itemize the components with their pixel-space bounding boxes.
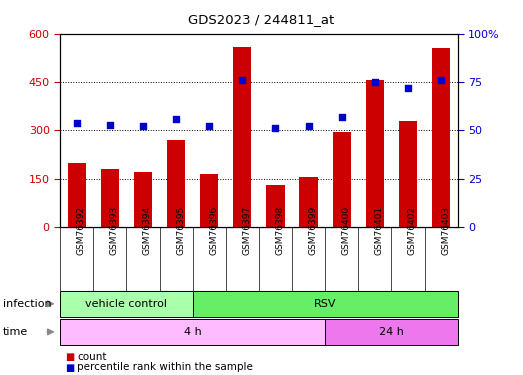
- Text: ■: ■: [65, 363, 75, 372]
- Bar: [101, 169, 119, 227]
- Text: time: time: [3, 327, 28, 337]
- Bar: [67, 162, 86, 227]
- Text: vehicle control: vehicle control: [85, 299, 167, 309]
- Point: [172, 116, 180, 122]
- Text: 24 h: 24 h: [379, 327, 404, 337]
- Text: GSM76397: GSM76397: [242, 206, 252, 255]
- Text: GSM76401: GSM76401: [375, 206, 384, 255]
- Point: [73, 120, 81, 126]
- Text: GSM76392: GSM76392: [77, 206, 86, 255]
- Point: [437, 77, 445, 83]
- Bar: [200, 174, 218, 227]
- Text: GSM76393: GSM76393: [110, 206, 119, 255]
- Bar: [134, 172, 152, 227]
- Text: 4 h: 4 h: [184, 327, 201, 337]
- Point: [404, 85, 412, 91]
- Point: [337, 114, 346, 120]
- Point: [238, 77, 246, 83]
- Bar: [366, 80, 384, 227]
- Text: GSM76402: GSM76402: [408, 206, 417, 255]
- Text: count: count: [77, 352, 106, 362]
- Text: GSM76396: GSM76396: [209, 206, 218, 255]
- Text: GSM76400: GSM76400: [342, 206, 351, 255]
- Point: [205, 123, 213, 129]
- Text: GSM76398: GSM76398: [276, 206, 285, 255]
- Bar: [333, 132, 351, 227]
- Text: GSM76394: GSM76394: [143, 206, 152, 255]
- Text: GSM76395: GSM76395: [176, 206, 185, 255]
- Bar: [233, 46, 252, 227]
- Bar: [60, 291, 192, 317]
- Point: [371, 79, 379, 85]
- Point: [106, 122, 114, 128]
- Bar: [192, 291, 458, 317]
- Text: GSM76403: GSM76403: [441, 206, 450, 255]
- Bar: [266, 185, 285, 227]
- Point: [304, 123, 313, 129]
- Text: percentile rank within the sample: percentile rank within the sample: [77, 363, 253, 372]
- Text: GDS2023 / 244811_at: GDS2023 / 244811_at: [188, 13, 335, 26]
- Text: RSV: RSV: [314, 299, 336, 309]
- Bar: [399, 121, 417, 227]
- Bar: [167, 140, 185, 227]
- Bar: [325, 319, 458, 345]
- Text: ■: ■: [65, 352, 75, 362]
- Text: infection: infection: [3, 299, 51, 309]
- Bar: [432, 48, 450, 227]
- Bar: [60, 319, 325, 345]
- Bar: [300, 177, 317, 227]
- Point: [271, 125, 280, 131]
- Point: [139, 123, 147, 129]
- Text: GSM76399: GSM76399: [309, 206, 317, 255]
